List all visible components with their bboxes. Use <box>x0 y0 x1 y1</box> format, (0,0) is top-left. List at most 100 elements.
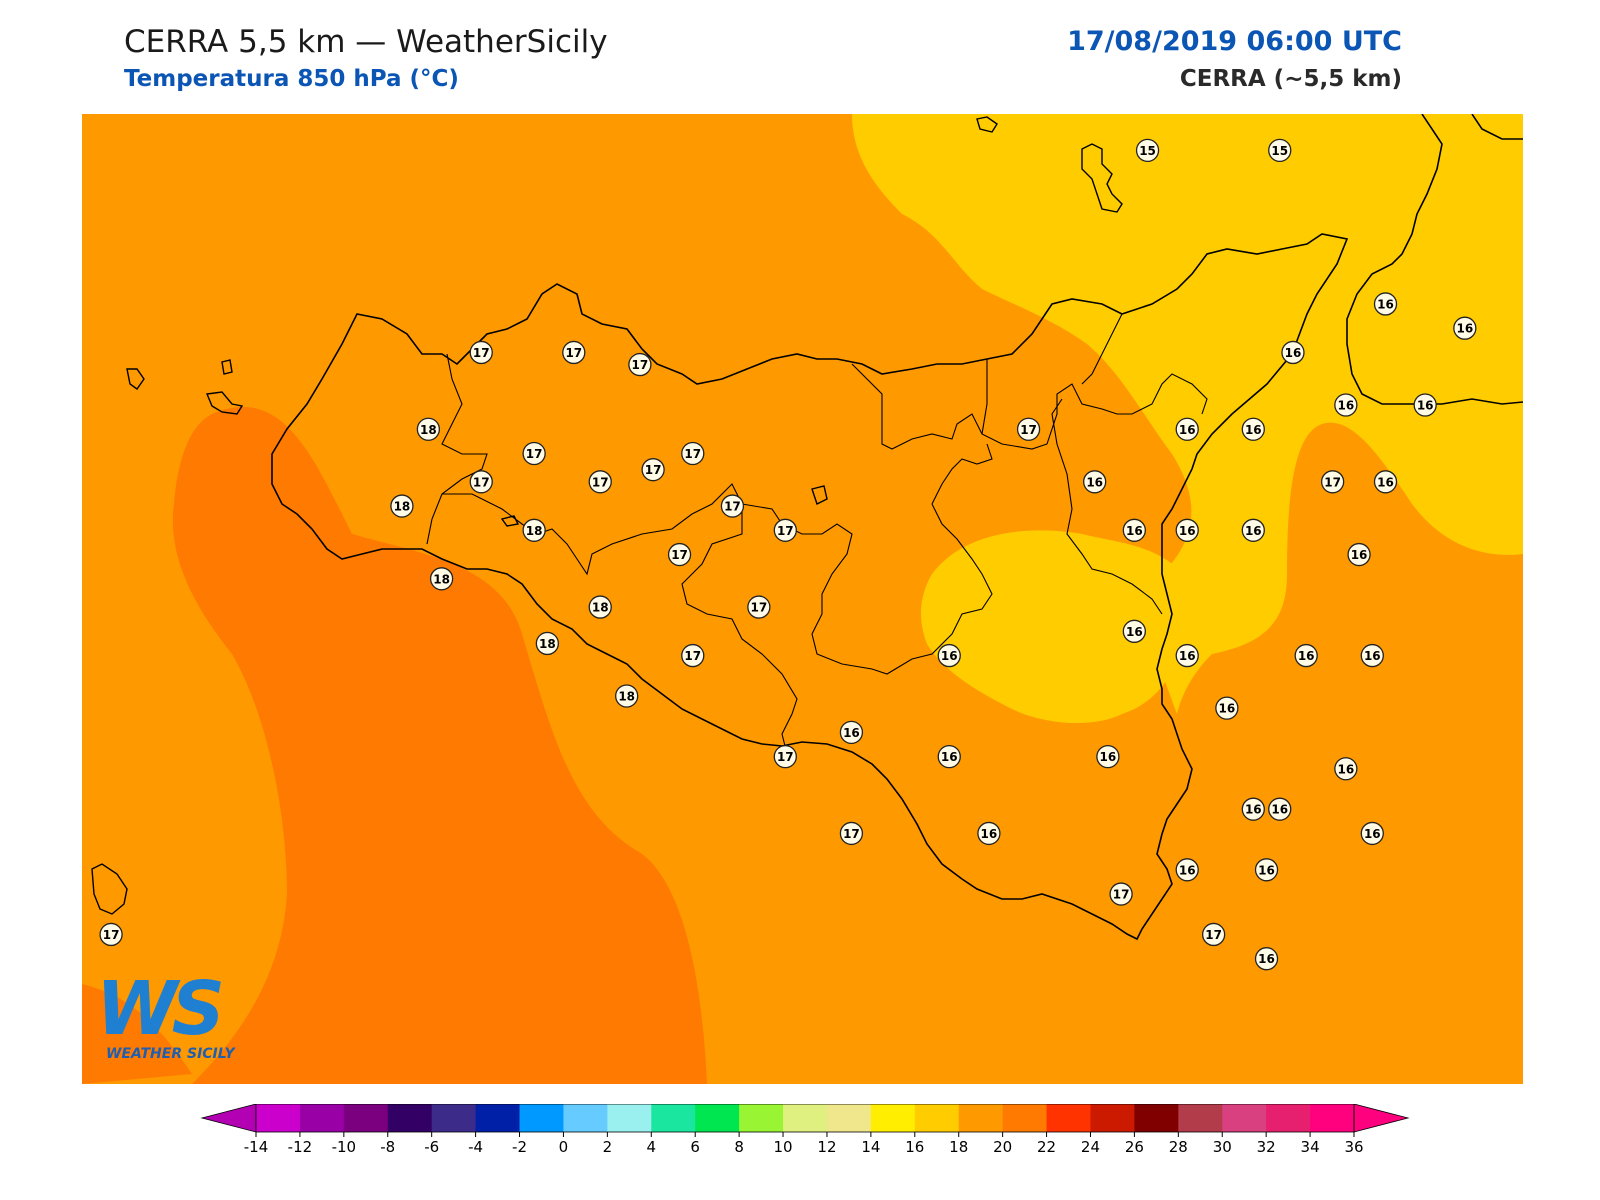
station-label-value: 17 <box>751 601 768 615</box>
station-label-bubble <box>667 542 692 567</box>
map-canvas: 15 15 16 16 16 16 16 16 16 16 17 17 17 18 17 17 17 17 17 17… <box>82 114 1523 1084</box>
station-label-value: 16 <box>1377 475 1394 489</box>
colorbar-tick-label: 4 <box>647 1138 657 1156</box>
station-label: 18 <box>522 518 546 542</box>
field-16-18-north <box>852 114 1523 714</box>
station-label: 16 <box>1334 757 1358 781</box>
colorbar-swatch <box>387 1104 433 1132</box>
station-label-value: 18 <box>433 572 450 586</box>
station-label: 16 <box>1241 797 1265 821</box>
station-label: 17 <box>839 821 864 846</box>
station-label-bubble <box>839 821 864 846</box>
station-label: 16 <box>1175 858 1199 882</box>
colorbar-tick-label: 28 <box>1169 1138 1188 1156</box>
station-label-bubble <box>416 417 441 441</box>
station-label-value: 16 <box>1351 548 1368 562</box>
station-label-value: 16 <box>843 726 860 740</box>
station-label: 18 <box>588 595 612 619</box>
colorbar-tick-label: 8 <box>734 1138 744 1156</box>
station-label: 16 <box>1254 947 1279 971</box>
station-label: 17 <box>720 494 745 518</box>
station-label-value: 16 <box>941 649 958 663</box>
station-label-bubble <box>1294 643 1318 668</box>
station-label-value: 16 <box>1456 322 1473 336</box>
station-label-bubble <box>1268 797 1292 821</box>
station-label: 17 <box>99 922 123 947</box>
station-label-value: 17 <box>777 750 794 764</box>
station-label: 16 <box>1241 417 1265 441</box>
map-subtitle: Temperatura 850 hPa (°C) <box>124 66 459 92</box>
colorbar-tick-label: -4 <box>468 1138 483 1156</box>
colorbar-swatch <box>1310 1104 1355 1132</box>
station-label-bubble <box>1175 518 1199 542</box>
colorbar-swatch <box>1178 1104 1223 1132</box>
colorbar-tick-label: 22 <box>1037 1138 1056 1156</box>
colorbar-tick-label: -12 <box>288 1138 313 1156</box>
colorbar-swatch <box>1046 1104 1091 1132</box>
station-label-value: 18 <box>420 423 437 437</box>
station-label-bubble <box>839 720 864 745</box>
station-label-bubble <box>1135 138 1160 163</box>
model-label: CERRA (~5,5 km) <box>1179 66 1402 92</box>
station-label-value: 17 <box>724 500 741 514</box>
colorbar-swatch <box>563 1104 608 1132</box>
colorbar-frame <box>255 1103 1355 1133</box>
colorbar-tick-label: 10 <box>773 1138 792 1156</box>
station-label: 17 <box>641 458 665 482</box>
weathersicily-logo: WS WEATHER SICILY <box>96 972 256 1072</box>
station-label: 15 <box>1268 138 1292 163</box>
station-label-value: 17 <box>684 447 701 461</box>
colorbar-swatch <box>475 1104 521 1132</box>
station-labels: 15 15 16 16 16 16 16 16 16 16 17 17 17 18 17 17 17 17 17 17… <box>99 138 1477 971</box>
station-label: 16 <box>1083 470 1107 494</box>
colorbar-tick-label: 6 <box>690 1138 700 1156</box>
station-label: 16 <box>1334 393 1358 417</box>
colorbar-swatch <box>1090 1104 1135 1132</box>
colorbar-over-arrow <box>1353 1103 1410 1133</box>
station-label-value: 18 <box>592 601 609 615</box>
station-label: 17 <box>469 340 493 365</box>
province-borders <box>426 313 1208 755</box>
station-label: 16 <box>977 821 1001 846</box>
station-label-value: 17 <box>777 524 794 538</box>
colorbar-tick-label: 16 <box>905 1138 924 1156</box>
station-label-value: 17 <box>592 475 609 489</box>
colorbar-swatch <box>914 1104 960 1132</box>
station-label-bubble <box>469 470 493 494</box>
station-label-bubble <box>1254 947 1279 971</box>
station-label-value: 17 <box>103 928 120 942</box>
station-label-value: 16 <box>1377 297 1394 311</box>
colorbar-tick-label: 36 <box>1344 1138 1363 1156</box>
station-label-bubble <box>1175 417 1199 441</box>
station-label-value: 17 <box>843 827 860 841</box>
map-title: CERRA 5,5 km — WeatherSicily <box>124 24 608 60</box>
colorbar-swatch <box>651 1104 696 1132</box>
colorbar-swatch <box>607 1104 652 1132</box>
station-label-bubble <box>1254 858 1279 882</box>
station-label: 18 <box>429 567 454 591</box>
station-label-bubble <box>1109 882 1133 906</box>
colorbar-tick-label: 32 <box>1257 1138 1276 1156</box>
field-16-18-central <box>920 530 1197 724</box>
station-label-value: 17 <box>671 548 688 562</box>
station-label: 17 <box>628 352 652 377</box>
station-label: 16 <box>1254 858 1279 882</box>
colorbar-swatch <box>1266 1104 1311 1132</box>
station-label-bubble <box>1016 417 1041 441</box>
station-label: 16 <box>839 720 864 745</box>
station-label-bubble <box>1347 542 1371 567</box>
station-label-value: 17 <box>1113 888 1130 902</box>
colorbar: -14 -12 -10 -8 -6 -4 -2 0 2 4 6 8 10 12 14 16 18 20 22 24 26… <box>200 1103 1410 1184</box>
station-label: 16 <box>1373 292 1398 316</box>
station-label: 17 <box>469 470 493 494</box>
station-label-value: 16 <box>981 827 998 841</box>
station-label-bubble <box>1373 470 1398 494</box>
temperature-map: 15 15 16 16 16 16 16 16 16 16 17 17 17 18 17 17 17 17 17 17… <box>82 114 1523 1084</box>
colorbar-tick-label: 20 <box>993 1138 1012 1156</box>
station-label-value: 17 <box>1205 928 1222 942</box>
station-label-value: 17 <box>473 475 490 489</box>
station-label-bubble <box>1413 393 1437 417</box>
station-label: 17 <box>562 340 586 365</box>
station-label-bubble <box>522 441 546 466</box>
colorbar-swatch <box>256 1104 301 1132</box>
